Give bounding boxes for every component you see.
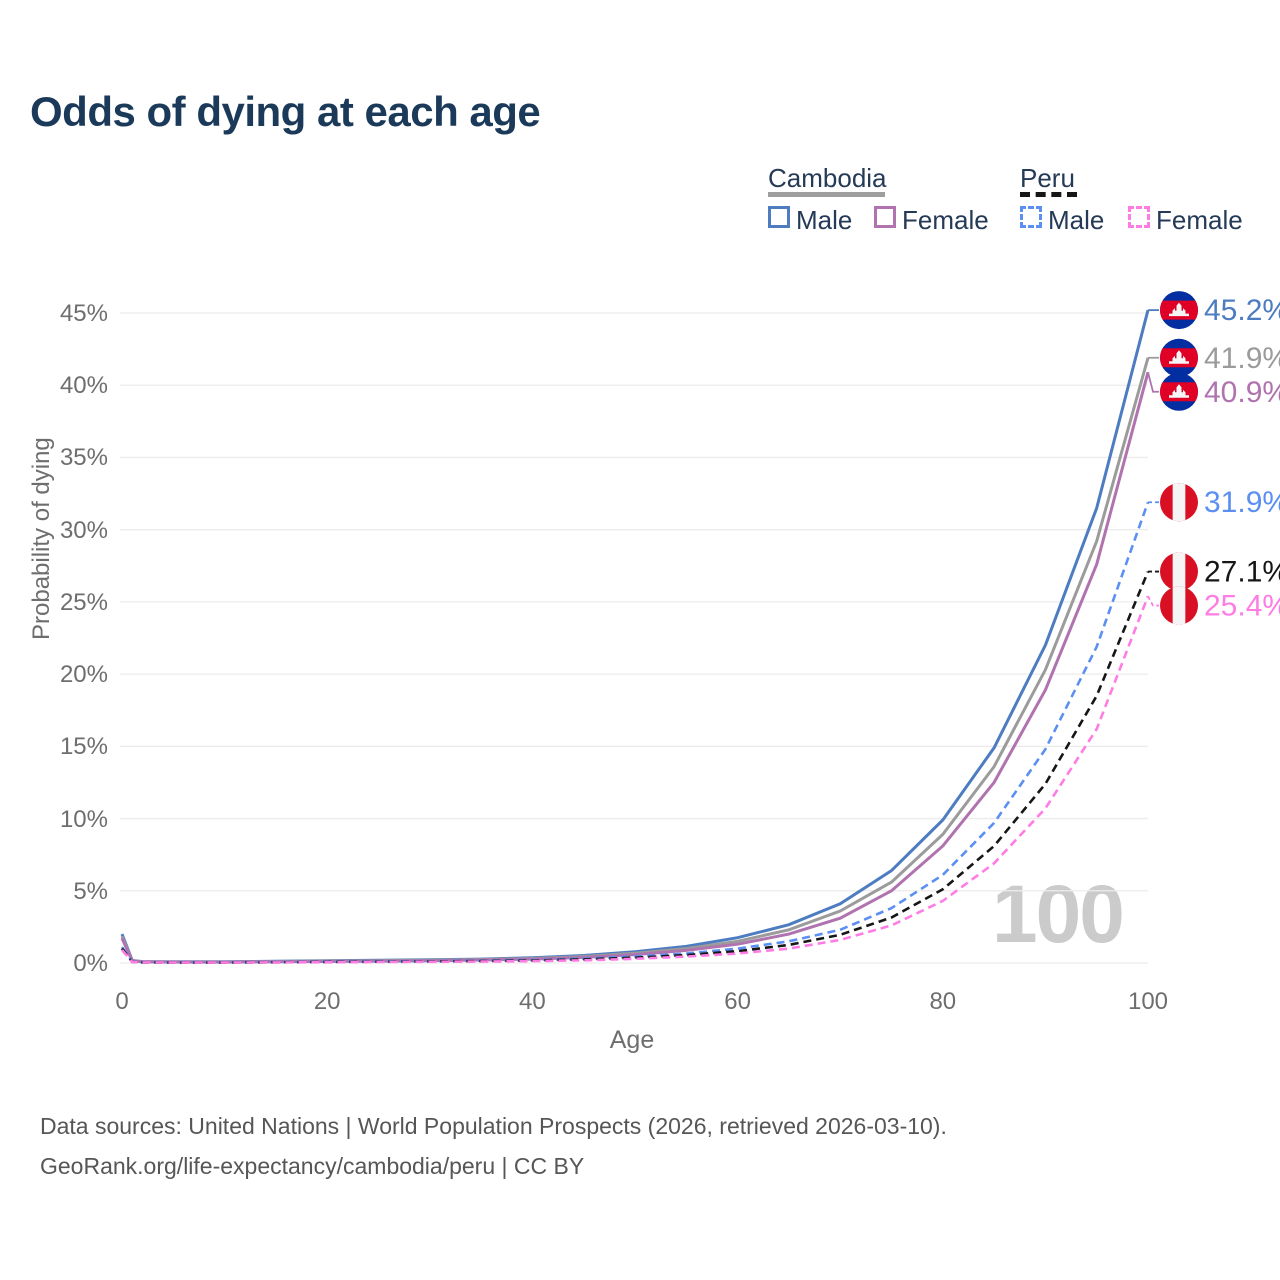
- x-tick-60: 60: [724, 988, 751, 1015]
- cambodia-male-swatch[interactable]: [768, 206, 790, 228]
- cambodia-flag-icon: [1160, 338, 1198, 377]
- y-tick-20%: 20%: [59, 661, 108, 689]
- legend-label-cambodia-female[interactable]: Female: [902, 205, 989, 235]
- series-line-peru-female: [121, 595, 1150, 964]
- end-connector: [1147, 371, 1159, 393]
- x-tick-20: 20: [313, 988, 341, 1015]
- peru-flag-icon: [1160, 483, 1198, 522]
- x-tick-40: 40: [519, 988, 546, 1015]
- peru-line-swatch: [1020, 192, 1077, 197]
- x-tick-100: 100: [1127, 988, 1169, 1015]
- peru-male-swatch[interactable]: [1020, 206, 1042, 228]
- y-tick-40%: 40%: [59, 372, 108, 400]
- series-line-cambodia-female: [120, 371, 1150, 964]
- end-connector: [1147, 595, 1159, 607]
- x-tick-0: 0: [115, 988, 129, 1015]
- end-label-cambodia-female: 40.9%: [1204, 376, 1280, 409]
- y-tick-15%: 15%: [59, 733, 108, 761]
- x-axis-title: Age: [609, 1026, 655, 1054]
- cambodia-flag-icon: [1160, 291, 1198, 330]
- end-label-peru-female: 25.4%: [1204, 590, 1280, 623]
- footer-sources: Data sources: United Nations | World Pop…: [40, 1113, 947, 1139]
- y-tick-25%: 25%: [59, 588, 108, 616]
- end-label-cambodia-male: 45.2%: [1204, 294, 1280, 327]
- cambodia-line-swatch: [768, 192, 885, 197]
- legend-label-peru-female[interactable]: Female: [1156, 205, 1243, 235]
- x-tick-80: 80: [929, 988, 957, 1015]
- y-tick-5%: 5%: [73, 877, 108, 905]
- end-label-cambodia-both-sexes: 41.9%: [1204, 342, 1280, 375]
- y-tick-10%: 10%: [59, 805, 108, 833]
- peru-flag-icon: [1160, 552, 1198, 591]
- y-tick-35%: 35%: [59, 444, 108, 472]
- y-tick-0%: 0%: [73, 950, 108, 977]
- end-label-peru-male: 31.9%: [1204, 486, 1280, 519]
- legend-group-cambodia[interactable]: Cambodia: [768, 163, 887, 193]
- footer-link: GeoRank.org/life-expectancy/cambodia/per…: [40, 1153, 585, 1179]
- series-line-peru-male: [120, 501, 1150, 964]
- footer: Data sources: United Nations | World Pop…: [40, 1106, 947, 1186]
- cambodia-flag-icon: [1160, 372, 1198, 411]
- peru-flag-icon: [1160, 586, 1198, 625]
- page-title: Odds of dying at each age: [30, 88, 541, 135]
- legend-group-peru[interactable]: Peru: [1020, 163, 1075, 193]
- age-watermark: 100: [992, 869, 1125, 960]
- legend-label-peru-male[interactable]: Male: [1048, 205, 1105, 235]
- peru-female-swatch[interactable]: [1128, 206, 1150, 228]
- y-tick-45%: 45%: [59, 300, 108, 327]
- legend-label-cambodia-male[interactable]: Male: [796, 205, 853, 235]
- cambodia-female-swatch[interactable]: [874, 206, 896, 228]
- series-line-cambodia-both-sexes: [120, 357, 1150, 964]
- end-label-peru-both-sexes: 27.1%: [1204, 556, 1280, 589]
- y-tick-30%: 30%: [59, 516, 108, 544]
- y-axis-title: Probability of dying: [28, 437, 55, 640]
